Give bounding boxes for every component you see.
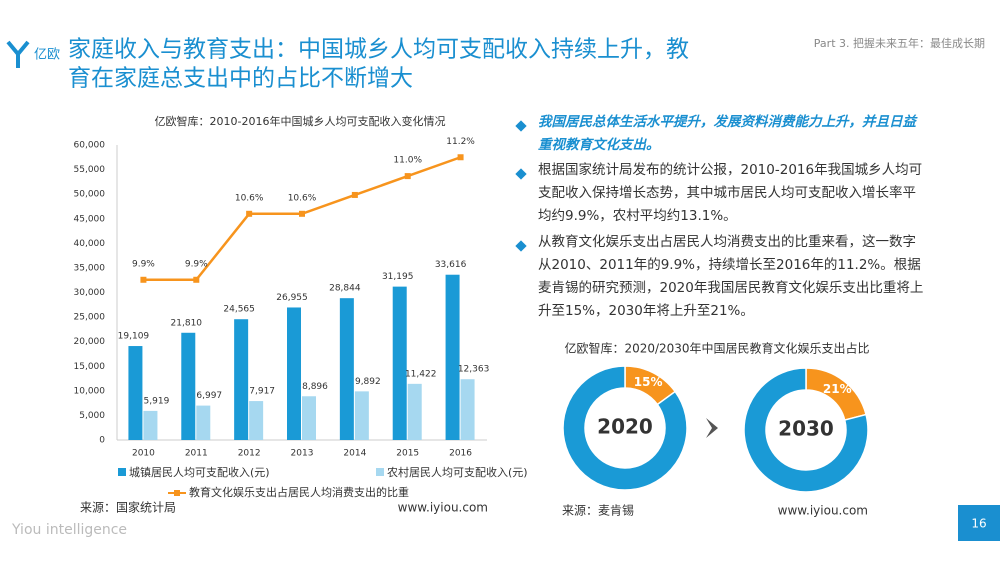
- y-tick-label: 25,000: [74, 313, 106, 323]
- x-tick-label: 2011: [185, 449, 208, 459]
- title: 家庭收入与教育支出：中国城乡人均可支配收入持续上升，教: [68, 37, 689, 63]
- data-label: 11,422: [405, 369, 437, 379]
- x-tick-label: 2010: [132, 449, 155, 459]
- data-label: 7,917: [249, 387, 275, 397]
- y-tick-label: 20,000: [74, 337, 106, 347]
- site: www.iyiou.com: [398, 501, 488, 515]
- title: 育在家庭总支出中的占比不断增大: [68, 66, 413, 92]
- y-tick-label: 35,000: [74, 263, 106, 273]
- page-box: [958, 505, 1000, 541]
- data-label: 12,363: [458, 365, 490, 375]
- logo-text: 亿欧: [34, 48, 60, 63]
- legend-label: 农村居民人均可支配收入(元): [387, 465, 528, 479]
- bar: [234, 319, 249, 440]
- data-label: 10.6%: [235, 193, 264, 203]
- data-label: 24,565: [223, 305, 255, 315]
- bar: [354, 391, 369, 440]
- chart-title: 亿欧智库：2010-2016年中国城乡人均可支配收入变化情况: [155, 114, 446, 128]
- data-label: 11.2%: [446, 137, 475, 147]
- data-label: 8,896: [302, 382, 328, 392]
- line-point: [299, 210, 305, 217]
- arrow: [706, 418, 718, 438]
- bar: [143, 410, 158, 440]
- data-label: 28,844: [329, 284, 361, 294]
- legend-label: 教育文化娱乐支出占居民人均消费支出的比重: [189, 485, 409, 499]
- bar: [407, 383, 422, 440]
- line-point: [404, 173, 411, 180]
- donut-segment: [562, 365, 688, 491]
- y-tick-label: 5,000: [79, 411, 105, 421]
- bar: [181, 332, 196, 440]
- y-tick-label: 45,000: [74, 214, 106, 224]
- line-point: [193, 276, 200, 283]
- bar: [302, 396, 316, 440]
- x-tick-label: 2014: [343, 449, 366, 459]
- bar: [460, 379, 475, 440]
- data-label: 33,616: [435, 260, 467, 270]
- legend-swatch: [118, 468, 126, 476]
- bar: [392, 286, 407, 440]
- brand: Yiou intelligence: [11, 522, 127, 538]
- bar: [445, 274, 460, 440]
- data-label: 31,195: [382, 272, 414, 282]
- data-label: 21,810: [171, 318, 203, 328]
- source: 来源：国家统计局: [80, 500, 176, 515]
- data-label: 21%: [823, 382, 852, 396]
- bullet: 从教育文化娱乐支出占居民人均消费支出的比重来看，这一数字从2010、2011年的…: [538, 234, 924, 319]
- line-point: [351, 191, 358, 198]
- legend-swatch: [376, 468, 384, 476]
- line-point: [140, 276, 147, 283]
- page-number: 16: [971, 517, 986, 531]
- donut-segment: [743, 367, 869, 493]
- y-tick-label: 15,000: [74, 362, 106, 372]
- x-tick-label: 2016: [449, 449, 472, 459]
- data-label: 9,892: [355, 377, 381, 387]
- line-point: [246, 210, 253, 217]
- bar: [249, 401, 264, 440]
- x-tick-label: 2013: [291, 449, 314, 459]
- legend-label: 城镇居民人均可支配收入(元): [129, 465, 270, 479]
- donut-center: 2030: [778, 417, 834, 441]
- bullet: 根据国家统计局发布的统计公报，2010-2016年我国城乡人均可支配收入保持增长…: [538, 162, 923, 224]
- data-label: 19,109: [118, 332, 150, 342]
- bar: [196, 405, 211, 440]
- data-label: 6,997: [196, 391, 222, 401]
- logo-icon: [6, 40, 30, 68]
- legend-swatch: [174, 490, 180, 496]
- source: 来源：麦肯锡: [562, 503, 634, 518]
- bar: [128, 346, 143, 440]
- y-tick-label: 55,000: [74, 165, 106, 175]
- data-label: 9.9%: [132, 259, 155, 269]
- y-tick-label: 40,000: [74, 239, 106, 249]
- data-label: 5,919: [144, 396, 170, 406]
- data-label: 15%: [634, 375, 663, 389]
- site: www.iyiou.com: [778, 504, 868, 518]
- y-tick-label: 0: [99, 436, 105, 446]
- bar: [287, 307, 301, 440]
- y-tick-label: 10,000: [74, 386, 106, 396]
- bullet: 我国居民总体生活水平提升，发展资料消费能力上升，并且日益重视教育文化支出。: [538, 114, 916, 153]
- y-tick-label: 30,000: [74, 288, 106, 298]
- bar: [339, 298, 354, 440]
- part-label: Part 3. 把握未来五年：最佳成长期: [814, 36, 985, 50]
- data-label: 26,955: [276, 293, 308, 303]
- data-label: 11.0%: [393, 156, 422, 166]
- x-tick-label: 2015: [396, 449, 419, 459]
- x-tick-label: 2012: [238, 449, 261, 459]
- donut-title: 亿欧智库：2020/2030年中国居民教育文化娱乐支出占比: [564, 341, 869, 356]
- y-tick-label: 60,000: [74, 141, 106, 151]
- data-label: 10.6%: [288, 193, 317, 203]
- donut-center: 2020: [597, 415, 653, 439]
- line-point: [457, 154, 464, 161]
- y-tick-label: 50,000: [74, 190, 106, 200]
- data-label: 9.9%: [185, 259, 208, 269]
